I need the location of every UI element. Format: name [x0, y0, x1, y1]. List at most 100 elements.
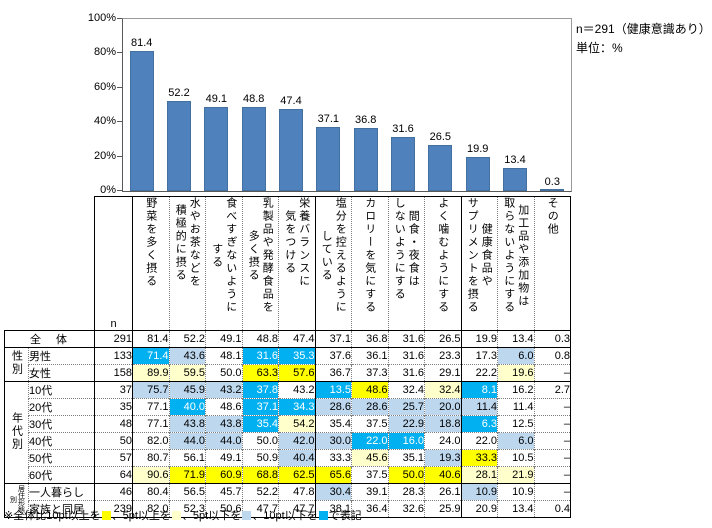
value-cell: 35.4 [314, 415, 352, 433]
column-header: 栄養バランスに 気をつける [278, 196, 315, 331]
value-cell: 59.5 [168, 364, 206, 382]
value-cell: 39.1 [351, 483, 388, 501]
row-label: 60代 [28, 466, 95, 484]
value-cell: 40.6 [424, 466, 461, 484]
value-cell: 90.6 [132, 466, 169, 484]
value-cell: – [533, 398, 571, 416]
y-axis-tick-label: 0% [100, 184, 116, 196]
footnote-text: 、10pt以下を [252, 510, 318, 522]
value-cell: 89.9 [132, 364, 169, 382]
footnote-text: 、5pt以上を [111, 510, 171, 522]
value-cell: – [533, 449, 571, 467]
value-cell: 50.0 [387, 466, 425, 484]
row-label: 40代 [28, 432, 95, 450]
value-cell: 82.0 [132, 500, 169, 518]
legend-color-swatch [242, 511, 252, 520]
column-header: カロリーを気にする [351, 196, 388, 331]
value-cell: 24.0 [424, 432, 461, 450]
column-header-text: 塩分を控えるように している [320, 197, 347, 315]
value-cell: – [533, 483, 571, 501]
value-cell: 40.4 [278, 449, 315, 467]
header-blank-cell [5, 197, 95, 331]
value-cell: 18.8 [424, 415, 461, 433]
table-row: 年代別 10代 37 75.7 45.9 43.2 37.8 43.2 13.5 48.6 32.4… [4, 381, 571, 484]
bar-value-label: 48.8 [242, 93, 265, 106]
n-value: 64 [94, 466, 133, 484]
value-cell: 77.1 [132, 415, 169, 433]
n-column-header: n [94, 196, 133, 331]
value-cell: 33.3 [314, 449, 352, 467]
value-cell: 32.4 [387, 381, 425, 399]
bar [167, 101, 191, 191]
value-cell: 54.2 [278, 415, 315, 433]
value-cell: 56.5 [168, 483, 206, 501]
value-cell: 0.4 [533, 500, 571, 518]
chart-note: n＝291（健康意識あり） 単位：% [576, 20, 711, 58]
column-header-text: その他 [546, 197, 559, 237]
value-cell: 43.2 [278, 381, 315, 399]
column-header-text: 加工品や添加物は 取らないようにする [502, 197, 529, 315]
value-cell: 36.1 [351, 347, 388, 365]
y-axis-tick-mark [117, 121, 122, 123]
value-cell: 11.4 [460, 398, 498, 416]
value-cell: 32.4 [424, 381, 461, 399]
value-cell: – [533, 415, 571, 433]
value-cell: 37.5 [351, 466, 388, 484]
value-cell: 6.0 [497, 347, 534, 365]
value-cell: 13.4 [497, 500, 534, 518]
value-cell: 48.6 [205, 398, 242, 416]
value-cell: 71.4 [132, 347, 169, 365]
bar [391, 136, 415, 191]
bar [129, 51, 154, 191]
value-cell: 60.9 [205, 466, 242, 484]
value-cell: 37.1 [241, 398, 279, 416]
value-cell: 71.9 [168, 466, 206, 484]
value-cell: 37.6 [314, 347, 352, 365]
value-cell: 36.4 [351, 500, 388, 518]
value-cell: 37.1 [314, 330, 352, 348]
table-row: 全 体 291 81.4 52.2 49.1 48.8 47.4 37.1 36.8 31.6 26… [4, 330, 571, 348]
footnote-text: で表記 [328, 510, 362, 522]
value-cell: – [533, 432, 571, 450]
bar [353, 127, 378, 191]
value-cell: 25.9 [424, 500, 461, 518]
legend-color-swatch [318, 511, 328, 520]
value-cell: 19.3 [424, 449, 461, 467]
bar-value-label: 49.1 [205, 92, 228, 105]
column-header: よく噛むようにする [424, 196, 461, 331]
value-cell: 36.8 [351, 330, 388, 348]
value-cell: 28.6 [314, 398, 352, 416]
y-axis-tick-label: 60% [93, 80, 116, 93]
value-cell: 21.9 [497, 466, 534, 484]
n-value: 291 [94, 330, 133, 348]
value-cell: 49.1 [205, 330, 242, 348]
value-cell: 35.1 [387, 449, 425, 467]
value-cell: 37.3 [351, 364, 388, 382]
value-cell: 50.9 [241, 449, 279, 467]
value-cell: 19.6 [497, 364, 534, 382]
column-header: その他 [533, 196, 571, 331]
value-cell: 82.0 [132, 432, 169, 450]
value-cell: 43.2 [205, 381, 242, 399]
value-cell: 68.8 [241, 466, 279, 484]
bar [540, 189, 565, 191]
value-cell: 28.3 [387, 483, 425, 501]
value-cell: 48.8 [241, 330, 279, 348]
column-header: 乳製品や発酵食品を 多く摂る [241, 196, 279, 331]
table-row: 50代 57 80.7 56.1 49.1 50.9 40.4 33.3 45.6 35.1 19.… [5, 449, 571, 467]
group-label: 居住形態別 [4, 483, 29, 518]
value-cell: 31.6 [387, 364, 425, 382]
row-label: 20代 [28, 398, 95, 416]
column-header: 野菜を多く摂る [132, 196, 169, 331]
data-table: n 野菜を多く摂る 水やお茶などを 積極的に摂る 食べすぎないように する 乳製品や発酵… [4, 196, 571, 518]
footnote-text: ※全体比10pt以上を [4, 510, 101, 522]
value-cell: 19.9 [460, 330, 498, 348]
value-cell: 35.4 [241, 415, 279, 433]
column-header: 食べすぎないように する [205, 196, 242, 331]
bar-value-label: 81.4 [130, 37, 153, 49]
value-cell: 40.0 [168, 398, 206, 416]
column-header-text: 水やお茶などを 積極的に摂る [174, 197, 201, 289]
bar-value-label: 26.5 [429, 131, 452, 144]
value-cell: 34.3 [278, 398, 315, 416]
